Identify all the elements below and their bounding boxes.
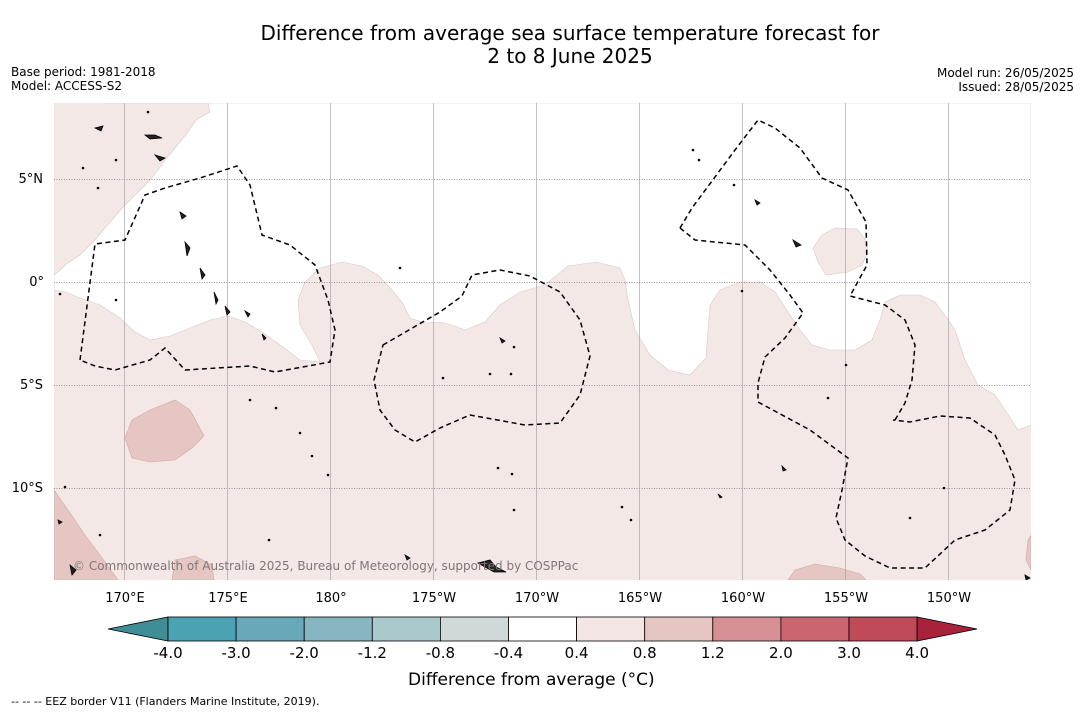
colorbar-tick-label: -4.0 [153,644,182,662]
colorbar-tick-label: -0.8 [426,644,455,662]
eez-border-tokelau-cooks [679,227,1016,569]
colorbar-tick-label: 3.0 [837,644,861,662]
warm-patch-south [171,555,215,580]
colorbar-tick-label: 0.4 [565,644,589,662]
model-run-text: Model run: 26/05/2025 [936,66,1074,80]
eez-border-kiribati-gilbert [79,165,336,373]
lon-label-160w: 160°W [721,591,765,606]
lon-label-165w: 165°W [618,591,662,606]
model-text: Model: ACCESS-S2 [11,79,123,93]
title-line-2: 2 to 8 June 2025 [487,44,653,68]
map-title: Difference from average sea surface temp… [0,22,1085,68]
lon-label-175w: 175°W [412,591,456,606]
colorbar-tick-label: -0.4 [494,644,523,662]
warm-patch-southeast [787,563,867,580]
lon-label-170w: 170°W [515,591,559,606]
colorbar-segment [712,616,782,642]
lon-labels: 170°E 175°E 180° 175°W 170°W 165°W 160°W… [105,591,971,606]
base-info: Base period: 1981-2018 Model: ACCESS-S2 [11,65,156,93]
colorbar-segment [371,616,441,642]
colorbar-segment [235,616,305,642]
title-line-1: Difference from average sea surface temp… [260,21,880,45]
lon-label-175e: 175°E [208,591,248,606]
run-info: Model run: 26/05/2025 Issued: 28/05/2025 [937,66,1074,94]
warm-patch-west [124,399,205,463]
colorbar-tick-label: 4.0 [905,644,929,662]
colorbar-tick-label: -3.0 [221,644,250,662]
colorbar-extend-low [107,616,169,642]
colorbar [107,616,978,642]
issued-text: Issued: 28/05/2025 [958,80,1074,94]
lon-label-155w: 155°W [824,591,868,606]
warm-patch-east-edge [1025,534,1031,571]
lon-gridlines [124,103,949,580]
lat-label-10s: 10°S [12,481,43,496]
islands [57,110,1031,580]
lon-label-180: 180° [315,591,346,606]
eez-legend-note: -- -- -- EEZ border V11 (Flanders Marine… [11,695,320,708]
lat-labels: 5°N 0° 5°S 10°S [12,172,44,496]
colorbar-tick-label: 2.0 [769,644,793,662]
warm-patch-southwest [54,489,119,580]
warm-patch-northeast [812,227,869,276]
colorbar-tick-label: 1.2 [701,644,725,662]
eez-border-phoenix [373,269,591,443]
copyright-text: © Commonwealth of Australia 2025, Bureau… [73,559,578,573]
colorbar-segment [576,616,646,642]
eez-border-line-islands [679,119,916,421]
colorbar-segment [644,616,714,642]
map-plot-area: © Commonwealth of Australia 2025, Bureau… [54,103,1031,580]
colorbar-tick-label: -2.0 [290,644,319,662]
colorbar-segment [439,616,509,642]
near-normal-region-west [54,103,1031,431]
base-period-text: Base period: 1981-2018 [11,65,156,79]
colorbar-tick-label: -1.2 [358,644,387,662]
colorbar-segment [303,616,373,642]
colorbar-segment [848,616,918,642]
lon-label-170e: 170°E [105,591,145,606]
colorbar-extend-high [916,616,978,642]
colorbar-tick-label: 0.8 [633,644,657,662]
colorbar-segment [780,616,850,642]
colorbar-segment [508,616,577,642]
lat-label-5n: 5°N [19,172,44,187]
lat-label-5s: 5°S [20,378,43,393]
colorbar-title: Difference from average (°C) [408,670,655,690]
colorbar-tick-labels: -4.0 -3.0 -2.0 -1.2 -0.8 -0.4 0.4 0.8 1.2 2.0 3.0 4… [153,644,929,662]
lon-label-150w: 150°W [927,591,971,606]
lat-label-0: 0° [29,275,44,290]
colorbar-segment [167,616,237,642]
eez-borders [79,119,1016,569]
